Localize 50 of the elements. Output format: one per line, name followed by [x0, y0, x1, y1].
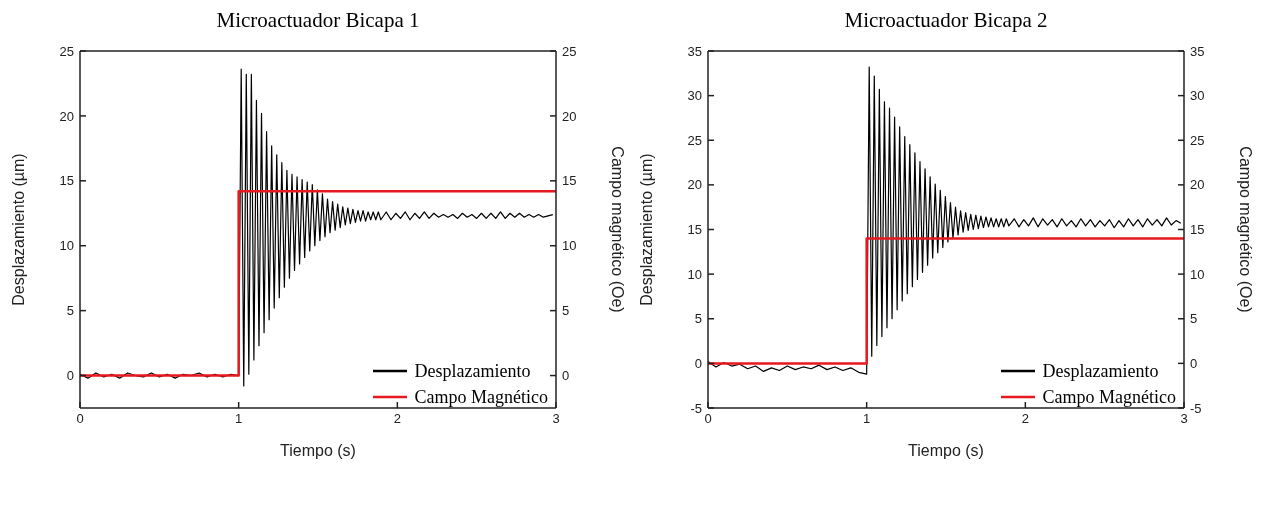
- legend-label: Campo Magnético: [414, 386, 548, 409]
- chart-title: Microactuador Bicapa 2: [843, 8, 1049, 34]
- y-tick-label: 10: [59, 238, 74, 254]
- y-tick-label: 5: [66, 303, 74, 319]
- x-tick-label: 0: [704, 411, 712, 427]
- x-axis-title: Tiempo (s): [908, 442, 984, 459]
- y2-tick-label: 20: [1190, 177, 1205, 193]
- y-tick-label: 20: [687, 177, 702, 193]
- y2-tick-label: -5: [1190, 400, 1202, 416]
- y-tick-label: 25: [687, 132, 702, 148]
- y-tick-label: 0: [694, 355, 702, 371]
- y2-tick-label: 15: [1190, 222, 1205, 238]
- y2-tick-label: 10: [1190, 266, 1205, 282]
- chart-title: Microactuador Bicapa 1: [215, 8, 421, 34]
- y-tick-label: 10: [687, 266, 702, 282]
- x-tick-label: 1: [863, 411, 871, 427]
- y-tick-label: -5: [690, 400, 702, 416]
- y-tick-label: 0: [66, 368, 74, 384]
- legend-label: Campo Magnético: [1042, 386, 1176, 409]
- y-tick-label: 20: [59, 108, 74, 124]
- y2-tick-label: 35: [1190, 43, 1205, 59]
- y-axis-title: Desplazamiento (µm): [637, 153, 655, 306]
- x-tick-label: 1: [235, 411, 243, 427]
- y-tick-label: 35: [687, 43, 702, 59]
- y-axis-title: Desplazamiento (µm): [9, 153, 27, 306]
- y2-tick-label: 25: [1190, 132, 1205, 148]
- legend-label: Desplazamiento: [1042, 360, 1159, 383]
- y-tick-label: 15: [687, 222, 702, 238]
- y2-tick-label: 20: [562, 108, 577, 124]
- y2-tick-label: 25: [562, 43, 577, 59]
- y-tick-label: 30: [687, 88, 702, 104]
- y2-tick-label: 15: [562, 173, 577, 189]
- legend-label: Desplazamiento: [414, 360, 531, 383]
- y2-axis-title: Campo magnético (Oe): [609, 146, 627, 313]
- y2-tick-label: 0: [1190, 355, 1198, 371]
- x-axis-title: Tiempo (s): [280, 442, 356, 459]
- x-tick-label: 2: [393, 411, 401, 427]
- y-tick-label: 15: [59, 173, 74, 189]
- x-tick-label: 3: [552, 411, 560, 427]
- y2-tick-label: 5: [562, 303, 570, 319]
- x-tick-label: 3: [1180, 411, 1188, 427]
- y2-tick-label: 0: [562, 368, 570, 384]
- y-tick-label: 25: [59, 43, 74, 59]
- x-tick-label: 2: [1021, 411, 1029, 427]
- y2-tick-label: 5: [1190, 311, 1198, 327]
- y2-tick-label: 10: [562, 238, 577, 254]
- x-tick-label: 0: [76, 411, 84, 427]
- y2-axis-title: Campo magnético (Oe): [1237, 146, 1255, 313]
- y2-tick-label: 30: [1190, 88, 1205, 104]
- y-tick-label: 5: [694, 311, 702, 327]
